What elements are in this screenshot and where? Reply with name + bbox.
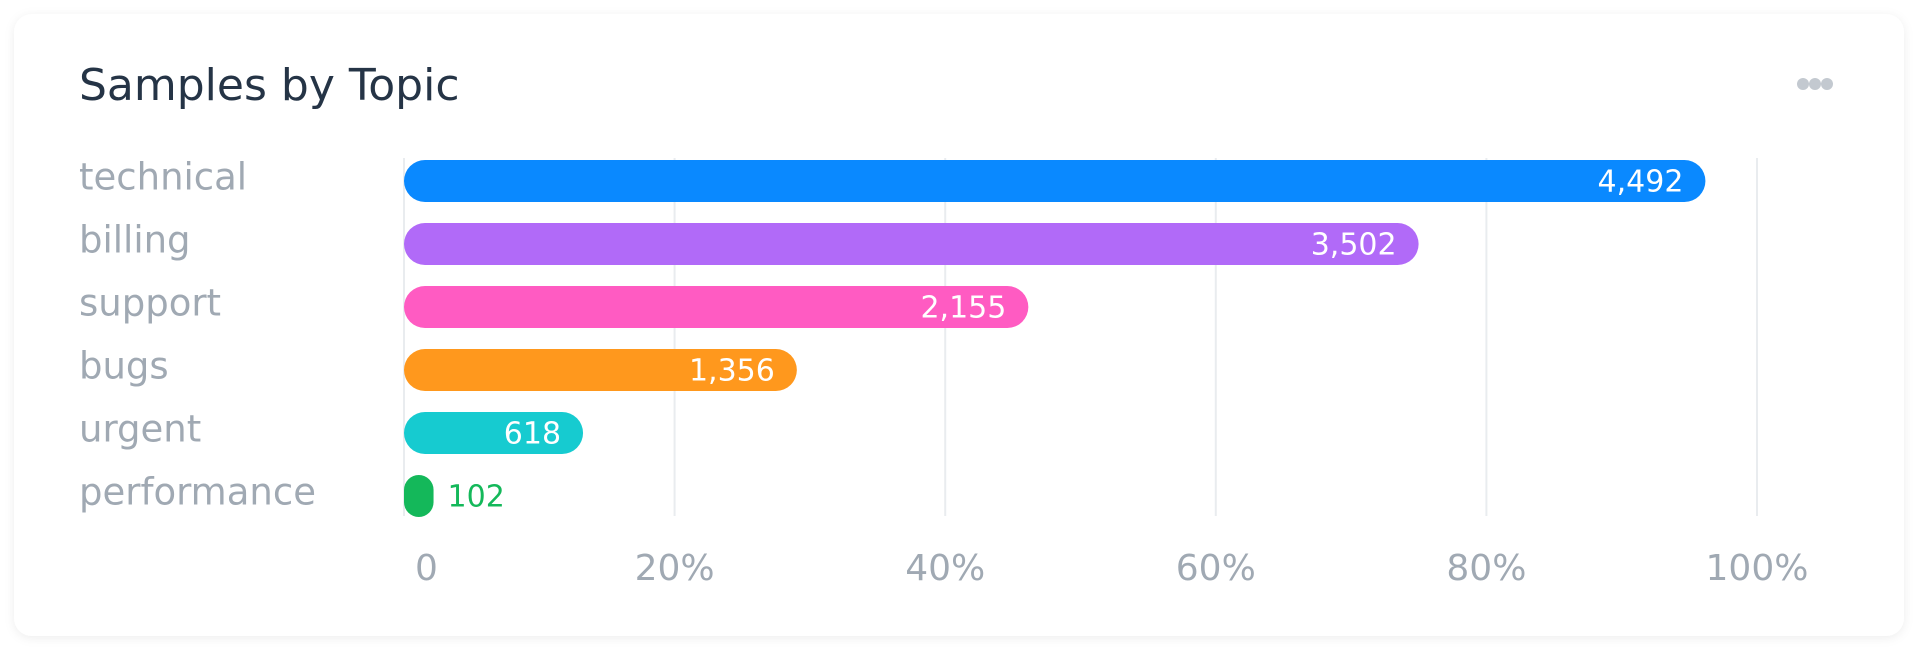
category-label: bugs xyxy=(79,345,169,388)
chart-title: Samples by Topic xyxy=(79,60,460,111)
bar xyxy=(404,160,1706,202)
x-tick-label: 60% xyxy=(1176,548,1256,589)
bar xyxy=(404,412,584,454)
value-label: 102 xyxy=(448,480,505,515)
menu-dot xyxy=(1809,78,1821,90)
x-tick-label: 0 xyxy=(415,548,438,589)
bar xyxy=(404,349,797,391)
bar xyxy=(404,286,1029,328)
menu-dot xyxy=(1797,78,1809,90)
x-tick-label: 40% xyxy=(905,548,985,589)
category-label: billing xyxy=(79,219,191,262)
value-label: 2,155 xyxy=(920,291,1006,326)
menu-button[interactable] xyxy=(1797,78,1833,90)
x-tick-label: 20% xyxy=(635,548,715,589)
menu-dot xyxy=(1821,78,1833,90)
category-label: technical xyxy=(79,156,247,199)
x-tick-label: 80% xyxy=(1446,548,1526,589)
category-label: support xyxy=(79,282,221,325)
x-tick-label: 100% xyxy=(1706,548,1809,589)
bar xyxy=(404,223,1419,265)
value-label: 3,502 xyxy=(1311,228,1397,263)
value-label: 1,356 xyxy=(689,354,775,389)
category-label: performance xyxy=(79,471,316,514)
bar xyxy=(404,475,434,517)
value-label: 618 xyxy=(504,417,561,452)
value-label: 4,492 xyxy=(1598,165,1684,200)
category-label: urgent xyxy=(79,408,201,451)
